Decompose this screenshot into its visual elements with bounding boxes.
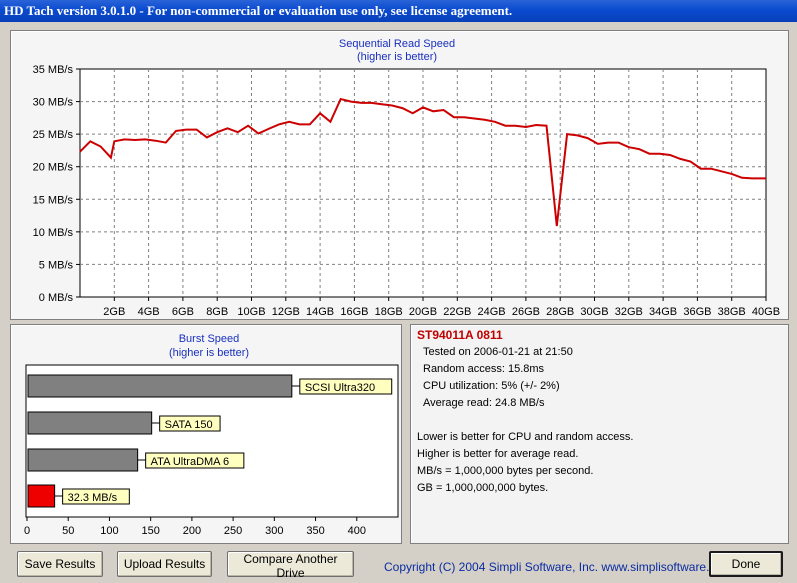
y-tick-label: 0 MB/s [39,292,74,304]
x-tick-label: 20GB [409,306,437,318]
x-tick-label: 16GB [340,306,368,318]
burst-bar [27,484,56,508]
x-tick-label: 30GB [580,306,608,318]
x-tick-label: 4GB [138,306,160,318]
title-bar: HD Tach version 3.0.1.0 - For non-commer… [0,0,797,22]
chart-title: Sequential Read Speed [339,38,455,50]
burst-speed-chart: Burst Speed (higher is better) SCSI Ultr… [24,333,399,537]
note-mbs: MB/s = 1,000,000 bytes per second. [417,465,594,477]
read-speed-line [79,97,766,227]
burst-x-tick-label: 250 [224,525,242,537]
drive-name: ST94011A 0811 [417,328,503,342]
tested-on: Tested on 2006-01-21 at 21:50 [423,346,573,358]
x-tick-label: 34GB [649,306,677,318]
burst-bars: SCSI Ultra320 SATA 150 ATA UltraDMA 6 32.3 … [27,374,393,508]
x-tick-label: 24GB [478,306,506,318]
note-cpu: Lower is better for CPU and random acces… [417,431,634,443]
x-tick-label: 18GB [375,306,403,318]
bar-label-box [62,488,130,505]
x-tick-label: 8GB [206,306,228,318]
burst-title: Burst Speed [179,333,240,345]
burst-bar [27,411,153,435]
bar-label: ATA UltraDMA 6 [151,456,229,468]
x-tick-label: 28GB [546,306,574,318]
y-axis-ticks: 35 MB/s 30 MB/s 25 MB/s 20 MB/s 15 MB/s 10 MB… [33,64,80,304]
bar-label: SCSI Ultra320 [305,382,375,394]
copyright-text: Copyright (C) 2004 Simpli Software, Inc.… [384,560,733,574]
y-tick-label: 5 MB/s [39,259,74,271]
y-tick-label: 10 MB/s [33,227,74,239]
sequential-read-chart: Sequential Read Speed (higher is better)… [33,38,780,318]
y-tick-label: 20 MB/s [33,162,74,174]
burst-subtitle: (higher is better) [169,347,249,359]
burst-x-tick-label: 300 [265,525,283,537]
upload-results-button[interactable]: Upload Results [117,551,212,577]
burst-x-tick-label: 350 [306,525,324,537]
window-title: HD Tach version 3.0.1.0 - For non-commer… [4,3,513,18]
x-tick-label: 40GB [752,306,780,318]
y-tick-label: 25 MB/s [33,129,74,141]
burst-x-tick-label: 200 [183,525,201,537]
grid-lines [80,69,766,297]
x-tick-label: 14GB [306,306,334,318]
note-average: Higher is better for average read. [417,448,579,460]
burst-x-tick-label: 100 [100,525,118,537]
y-tick-label: 35 MB/s [33,64,74,76]
bar-label-box [299,378,393,395]
x-tick-label: 38GB [718,306,746,318]
burst-bar [27,374,293,398]
bar-label: 32.3 MB/s [68,492,118,504]
y-tick-label: 30 MB/s [33,97,74,109]
x-tick-label: 10GB [237,306,265,318]
burst-speed-panel: Burst Speed (higher is better) SCSI Ultr… [10,324,402,544]
burst-x-tick-label: 400 [348,525,366,537]
burst-x-axis-ticks: 0 50 100 150 200 250 300 350 400 [24,517,366,537]
bar-label: SATA 150 [165,419,213,431]
bar-label-box [145,452,245,469]
x-tick-label: 6GB [172,306,194,318]
x-tick-label: 26GB [512,306,540,318]
x-tick-label: 32GB [615,306,643,318]
burst-x-tick-label: 50 [62,525,74,537]
drive-info-panel: ST94011A 0811 Tested on 2006-01-21 at 21… [410,324,789,544]
random-access: Random access: 15.8ms [423,363,545,375]
chart-subtitle: (higher is better) [357,51,437,63]
x-axis-ticks: 2GB 4GB 6GB 8GB 10GB 12GB 14GB 16GB 18GB 20GB 22GB… [103,297,780,318]
note-gb: GB = 1,000,000,000 bytes. [417,482,549,494]
x-tick-label: 22GB [443,306,471,318]
sequential-read-panel: Sequential Read Speed (higher is better)… [10,30,789,320]
x-tick-label: 12GB [272,306,300,318]
burst-x-tick-label: 150 [141,525,159,537]
burst-bar [27,448,139,472]
bar-label-box [159,415,221,432]
average-read: Average read: 24.8 MB/s [423,397,545,409]
x-tick-label: 2GB [103,306,125,318]
compare-another-drive-button[interactable]: Compare Another Drive [227,551,354,580]
cpu-utilization: CPU utilization: 5% (+/- 2%) [423,380,560,392]
y-tick-label: 15 MB/s [33,194,74,206]
x-tick-label: 36GB [683,306,711,318]
burst-x-tick-label: 0 [24,525,30,537]
done-button[interactable]: Done [709,551,783,577]
save-results-button[interactable]: Save Results [17,551,103,577]
